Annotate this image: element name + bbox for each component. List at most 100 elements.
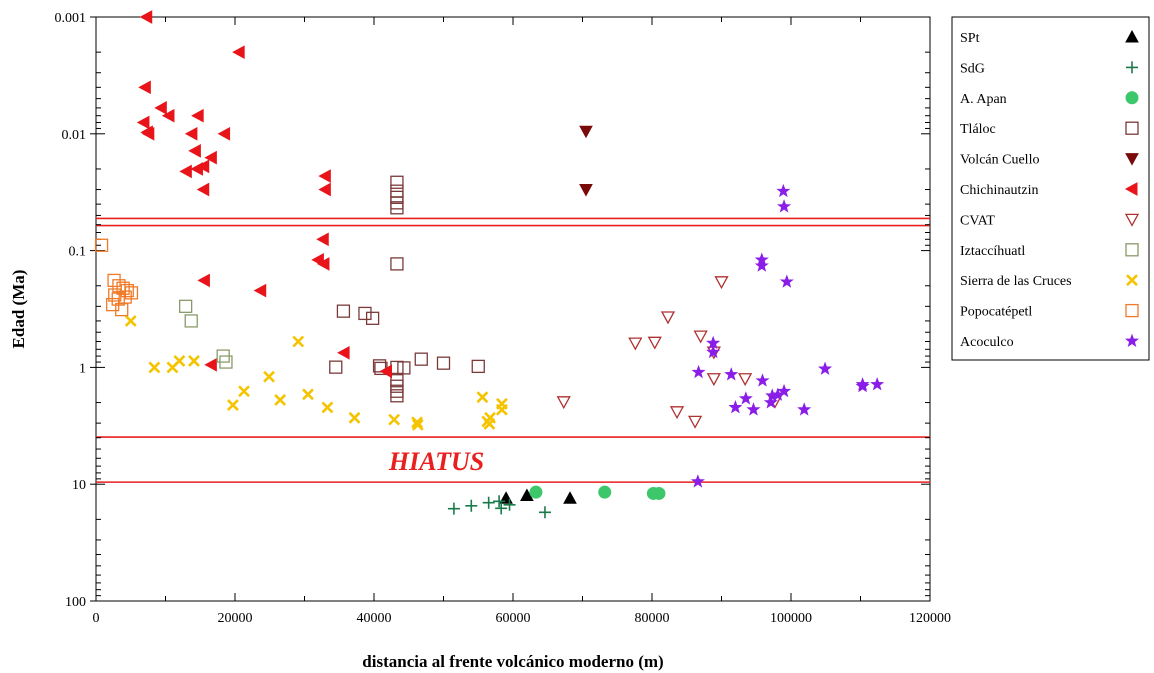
data-point-acoculco	[755, 373, 770, 387]
data-point-sierra-de-las-cruces	[348, 411, 361, 424]
data-point-chichinautzin	[337, 345, 350, 360]
x-tick-label: 40000	[357, 611, 392, 626]
data-point-sierra-de-las-cruces	[148, 361, 161, 374]
data-point-chichinautzin	[161, 108, 175, 123]
reference-lines	[96, 217, 930, 483]
series-volcan-cuello	[579, 125, 593, 197]
data-point-tlaloc	[397, 361, 411, 375]
data-point-sierra-de-las-cruces	[226, 399, 239, 411]
data-point-sdg	[482, 496, 495, 509]
data-point-sierra-de-las-cruces	[124, 315, 137, 327]
data-point-sierra-de-las-cruces	[483, 418, 496, 430]
legend-marker-tlaloc	[1125, 121, 1139, 135]
y-axis-title: Edad (Ma)	[9, 270, 28, 349]
legend-label-spt: SPt	[960, 31, 980, 46]
series-acoculco	[690, 183, 885, 488]
data-point-sierra-de-las-cruces	[173, 354, 186, 367]
data-point-acoculco	[763, 395, 778, 409]
legend-marker-spt	[1125, 29, 1139, 43]
data-point-chichinautzin	[232, 45, 245, 60]
data-point-popocatepetl	[115, 302, 129, 317]
data-point-acoculco	[818, 361, 833, 375]
data-point-chichinautzin	[318, 182, 331, 197]
data-point-popocatepetl	[112, 279, 126, 293]
data-point-a-apan	[598, 485, 612, 499]
data-point-acoculco	[690, 474, 705, 488]
data-point-a-apan	[529, 485, 543, 499]
legend-marker-a-apan	[1125, 91, 1139, 105]
data-point-sierra-de-las-cruces	[188, 354, 200, 367]
data-point-cvat	[706, 373, 721, 387]
legend-marker-iztaccihuatl	[1125, 243, 1139, 257]
data-point-acoculco	[870, 377, 885, 391]
data-point-popocatepetl	[94, 238, 109, 252]
y-tick-label: 0.1	[69, 245, 87, 260]
legend-label-sdg: SdG	[960, 61, 985, 76]
data-point-sierra-de-las-cruces	[321, 401, 334, 414]
legend-marker-cvat	[1124, 213, 1140, 227]
data-point-chichinautzin	[136, 115, 150, 130]
series-sierra-de-las-cruces	[124, 315, 508, 431]
x-axis-title: distancia al frente volcánico moderno (m…	[362, 652, 663, 671]
data-point-tlaloc	[436, 356, 451, 370]
legend-marker-popocatepetl	[1125, 303, 1139, 318]
series-tlaloc	[329, 175, 485, 403]
legend-label-cvat: CVAT	[960, 213, 995, 228]
data-point-chichinautzin	[196, 159, 210, 174]
x-tick-label: 0	[93, 611, 100, 626]
data-point-acoculco	[728, 400, 743, 414]
data-point-chichinautzin	[204, 357, 217, 372]
legend-label-a-apan: A. Apan	[960, 92, 1007, 107]
legend-label-tlaloc: Tláloc	[960, 122, 996, 137]
data-point-chichinautzin	[191, 108, 204, 123]
data-point-tlaloc	[390, 360, 404, 375]
data-point-chichinautzin	[154, 101, 167, 115]
x-tick-label: 100000	[770, 611, 812, 626]
data-point-acoculco	[691, 364, 706, 379]
data-point-tlaloc	[471, 359, 485, 374]
data-point-chichinautzin	[190, 162, 203, 176]
data-point-popocatepetl	[108, 288, 122, 302]
data-point-acoculco	[724, 367, 739, 381]
data-point-cvat	[660, 311, 676, 325]
y-tick-label: 0.01	[62, 128, 87, 143]
data-point-iztaccihuatl	[184, 314, 198, 328]
data-point-tlaloc	[336, 304, 351, 318]
data-point-chichinautzin	[138, 80, 151, 95]
data-point-sdg	[503, 498, 516, 511]
series-sdg	[447, 495, 551, 519]
x-axis: 0 20000 40000 60000 80000 100000 120000	[93, 17, 951, 626]
data-point-chichinautzin	[141, 126, 155, 141]
data-point-chichinautzin	[316, 232, 329, 247]
data-point-chichinautzin	[318, 169, 331, 183]
data-point-sdg	[447, 502, 460, 515]
y-tick-label: 100	[65, 595, 86, 610]
data-point-cvat	[738, 373, 753, 387]
y-axis: 0.001 0.01 0.1 1 10 100	[55, 11, 930, 610]
annotations: HIATUS	[388, 447, 484, 476]
data-point-chichinautzin	[253, 283, 267, 298]
data-point-acoculco	[746, 402, 761, 416]
data-point-spt	[520, 488, 534, 502]
data-point-acoculco	[855, 378, 870, 393]
data-point-tlaloc	[358, 306, 372, 321]
hiatus-annotation: HIATUS	[388, 447, 484, 476]
data-point-cvat	[714, 276, 729, 290]
series-popocatepetl	[94, 238, 139, 317]
data-point-chichinautzin	[179, 164, 192, 179]
data-point-chichinautzin	[139, 10, 153, 24]
legend-label-acoculco: Acoculco	[960, 335, 1014, 350]
plot-area	[95, 16, 931, 602]
legend-marker-volcan-cuello	[1125, 153, 1139, 166]
data-point-iztaccihuatl	[179, 299, 193, 313]
data-point-popocatepetl	[106, 297, 120, 312]
series-iztaccihuatl	[179, 299, 233, 369]
data-point-acoculco	[777, 383, 792, 398]
data-point-volcan-cuello	[579, 184, 593, 197]
data-point-acoculco	[765, 388, 780, 402]
series-cvat	[556, 276, 783, 429]
legend-label-iztaccihuatl: Iztaccíhuatl	[960, 244, 1025, 259]
data-point-sierra-de-las-cruces	[411, 418, 424, 431]
data-point-sierra-de-las-cruces	[495, 403, 508, 416]
